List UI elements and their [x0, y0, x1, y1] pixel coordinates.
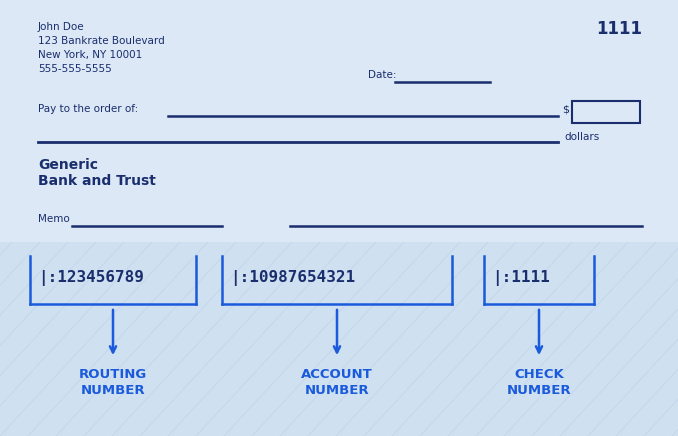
Text: Pay to the order of:: Pay to the order of: [38, 104, 138, 114]
Text: ACCOUNT: ACCOUNT [301, 368, 373, 381]
Text: Generic: Generic [38, 158, 98, 172]
Text: John Doe: John Doe [38, 22, 85, 32]
Text: ROUTING: ROUTING [79, 368, 147, 381]
Text: CHECK: CHECK [514, 368, 564, 381]
Text: NUMBER: NUMBER [506, 384, 572, 397]
Text: |:1111: |:1111 [492, 270, 550, 286]
Text: New York, NY 10001: New York, NY 10001 [38, 50, 142, 60]
Text: |:10987654321: |:10987654321 [230, 270, 355, 286]
Text: NUMBER: NUMBER [81, 384, 145, 397]
Text: Memo: Memo [38, 214, 70, 224]
Text: |:123456789: |:123456789 [38, 270, 144, 286]
Text: $: $ [562, 104, 569, 114]
Bar [0, 242, 678, 436]
Text: 123 Bankrate Boulevard: 123 Bankrate Boulevard [38, 36, 165, 46]
Text: Bank and Trust: Bank and Trust [38, 174, 156, 188]
Bar [572, 101, 640, 123]
Text: Date:: Date: [368, 70, 397, 80]
Text: dollars: dollars [564, 132, 599, 142]
Text: NUMBER: NUMBER [304, 384, 370, 397]
Text: 1111: 1111 [596, 20, 642, 38]
Text: 555-555-5555: 555-555-5555 [38, 64, 112, 74]
